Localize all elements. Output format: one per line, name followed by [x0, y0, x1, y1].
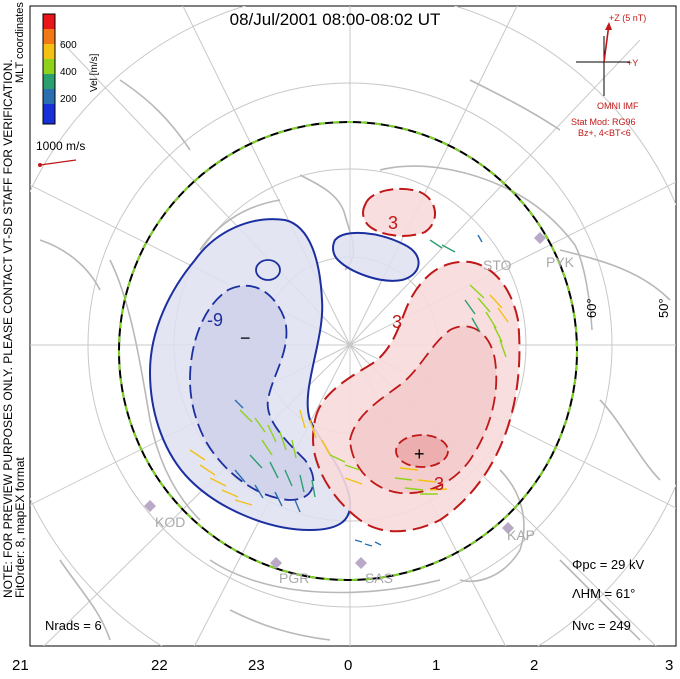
cross-polar-potential: Φpc = 29 kV	[572, 557, 644, 572]
potential-minimum-marker: −	[240, 328, 251, 348]
scale-vector-label: 1000 m/s	[36, 139, 85, 153]
scale-vector-arrow	[38, 159, 77, 167]
negative-cell-tiny	[255, 259, 281, 281]
colorbar-tick-200: 200	[60, 94, 77, 105]
mlt-tick-1: 1	[432, 657, 440, 674]
lat-label-50: 50°	[656, 298, 671, 318]
imf-y-label: +Y	[627, 58, 638, 68]
station-label-kap: KAP	[507, 527, 535, 543]
colorbar-tick-600: 600	[60, 40, 77, 51]
mlt-tick-22: 22	[151, 657, 168, 674]
plot-frame	[29, 5, 677, 647]
station-label-pyk: PYK	[546, 254, 575, 270]
lat-label-60: 60°	[584, 298, 599, 318]
preview-note: NOTE: FOR PREVIEW PURPOSES ONLY. PLEASE …	[1, 59, 15, 598]
contour-label-negative: -9	[207, 310, 223, 330]
mlt-tick-0: 0	[344, 657, 352, 674]
mlt-tick-2: 2	[530, 657, 538, 674]
imf-z-label: +Z (5 nT)	[609, 13, 646, 23]
station-label-pgr: PGR	[279, 570, 309, 586]
contour-label-positive-c: 3	[434, 474, 444, 494]
imf-source: OMNI IMF	[597, 101, 639, 111]
contour-label-positive-b: 3	[392, 312, 402, 332]
mlt-tick-23: 23	[248, 657, 265, 674]
positive-cell-core	[395, 434, 449, 468]
fit-order-note: FitOrder: 8, mapEX format	[13, 457, 27, 598]
radar-count: Nrads = 6	[45, 618, 102, 633]
velocity-vectors	[189, 234, 509, 547]
colorbar-vel-label: Vel [m/s]	[89, 53, 100, 92]
colorbar-tick-400: 400	[60, 67, 77, 78]
contour-label-positive-a: 3	[388, 213, 398, 233]
hm-boundary-latitude: ΛHM = 61°	[572, 586, 635, 601]
positive-cell-middle	[349, 325, 498, 495]
imf-stat-mod: Stat Mod: RG96	[571, 117, 636, 127]
station-label-kod: KOD	[155, 514, 185, 530]
mlt-tick-21: 21	[12, 657, 29, 674]
hm-boundary-green	[118, 121, 578, 581]
imf-clock	[576, 22, 630, 96]
station-label-sas: SAS	[365, 570, 393, 586]
negative-cell-inner	[189, 284, 315, 501]
station-label-sto: STO	[483, 257, 512, 273]
map-title: 08/Jul/2001 08:00-08:02 UT	[230, 10, 441, 29]
radar-stations	[144, 232, 546, 569]
negative-cell-small-top	[332, 231, 420, 282]
potential-maximum-marker: +	[414, 444, 425, 464]
vector-count: Nvc = 249	[572, 618, 631, 633]
positive-cell-small-top	[362, 187, 436, 237]
imf-condition: Bz+, 4<BT<6	[578, 128, 631, 138]
mlt-coordinates-label: MLT coordinates	[14, 2, 26, 83]
mlt-tick-3: 3	[665, 657, 673, 674]
velocity-colorbar	[42, 13, 56, 125]
